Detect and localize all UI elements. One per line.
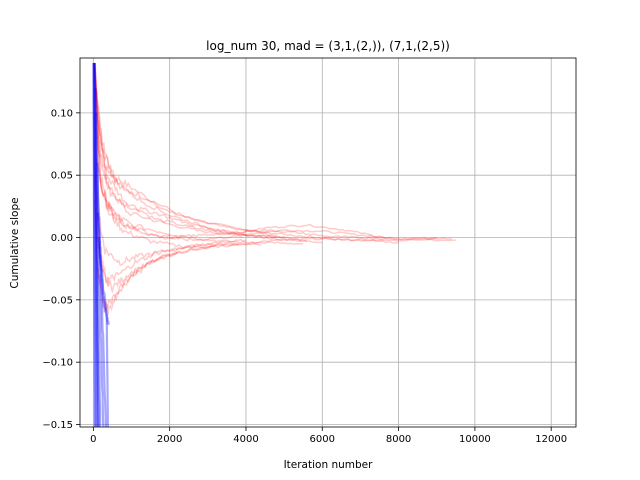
x-axis-label: Iteration number bbox=[284, 459, 374, 471]
x-tick-label: 0 bbox=[90, 434, 96, 445]
x-tick-label: 12000 bbox=[535, 434, 567, 445]
red-series-line bbox=[93, 175, 216, 316]
plot-series bbox=[92, 62, 456, 427]
red-series-line bbox=[93, 62, 277, 238]
red-series-line bbox=[93, 137, 239, 294]
red-series-line bbox=[93, 112, 262, 266]
y-tick-label: −0.15 bbox=[42, 420, 73, 431]
blue-series-line bbox=[93, 62, 100, 427]
blue-series-line bbox=[95, 112, 105, 427]
red-series-line bbox=[93, 62, 437, 241]
red-series-line bbox=[93, 62, 323, 244]
blue-series-line bbox=[93, 62, 99, 427]
red-series-line bbox=[93, 62, 453, 241]
y-tick-label: 0.10 bbox=[51, 108, 73, 119]
y-tick-label: 0.05 bbox=[51, 171, 73, 182]
x-tick-label: 2000 bbox=[157, 434, 182, 445]
red-series-line bbox=[93, 162, 247, 288]
blue-series-line bbox=[94, 87, 102, 427]
blue-series-line bbox=[97, 237, 110, 325]
x-tick-label: 8000 bbox=[386, 434, 411, 445]
y-tick-label: 0.00 bbox=[51, 233, 73, 244]
y-tick-label: −0.10 bbox=[42, 358, 73, 369]
x-axis-ticks: 0 2000 4000 6000 8000 10000 12000 bbox=[90, 427, 567, 445]
x-tick-label: 4000 bbox=[233, 434, 258, 445]
chart-title: log_num 30, mad = (3,1,(2,)), (7,1,(2,5)… bbox=[206, 39, 450, 53]
axes-frame bbox=[79, 57, 577, 428]
grid-lines bbox=[80, 58, 576, 427]
red-series-line bbox=[93, 62, 456, 242]
blue-series-line bbox=[92, 63, 96, 427]
y-axis-ticks: −0.15 −0.10 −0.05 0.00 0.05 0.10 bbox=[42, 108, 80, 431]
red-series-line bbox=[93, 200, 178, 312]
blue-series-line bbox=[96, 162, 107, 427]
red-series-line bbox=[93, 87, 285, 242]
x-tick-label: 10000 bbox=[459, 434, 491, 445]
red-series-line bbox=[93, 62, 399, 244]
blue-series-line bbox=[96, 212, 109, 427]
x-tick-label: 6000 bbox=[310, 434, 335, 445]
blue-series-line bbox=[92, 62, 97, 427]
red-series-line bbox=[93, 62, 308, 243]
y-tick-label: −0.05 bbox=[42, 295, 73, 306]
blue-series-line bbox=[93, 62, 99, 427]
red-series-line bbox=[93, 75, 304, 249]
y-axis-label: Cumulative slope bbox=[9, 197, 21, 288]
red-series-line bbox=[93, 62, 384, 239]
